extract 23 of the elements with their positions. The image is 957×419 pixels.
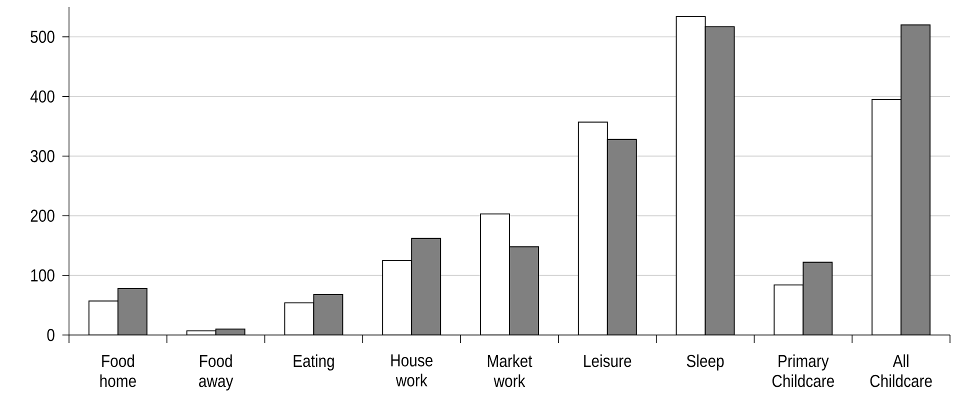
x-tick-label: All Childcare — [870, 354, 932, 388]
bar — [509, 246, 539, 335]
y-tick-label: 200 — [30, 210, 54, 222]
x-tick-label: Food away — [199, 354, 234, 391]
x-tick-label: Primary Childcare — [772, 354, 834, 388]
x-tick-label: Leisure — [584, 354, 632, 368]
x-tick-label: Food home — [100, 354, 136, 388]
bar — [704, 26, 735, 335]
y-tick-label: 100 — [31, 269, 54, 282]
bar — [900, 24, 931, 335]
y-tick-label: 500 — [30, 30, 54, 43]
bar — [313, 294, 344, 335]
x-tick-label: Market work — [488, 354, 532, 388]
x-tick-label: House work — [391, 354, 432, 386]
bar — [117, 288, 148, 335]
x-tick-label: Eating — [294, 354, 334, 371]
y-tick-label: 0 — [47, 328, 54, 342]
y-tick-label: 300 — [30, 150, 54, 162]
y-tick-label: 400 — [30, 90, 54, 103]
bar — [802, 262, 833, 335]
bar — [411, 238, 442, 335]
bar — [606, 138, 637, 335]
x-tick-label: Sleep — [686, 354, 724, 371]
